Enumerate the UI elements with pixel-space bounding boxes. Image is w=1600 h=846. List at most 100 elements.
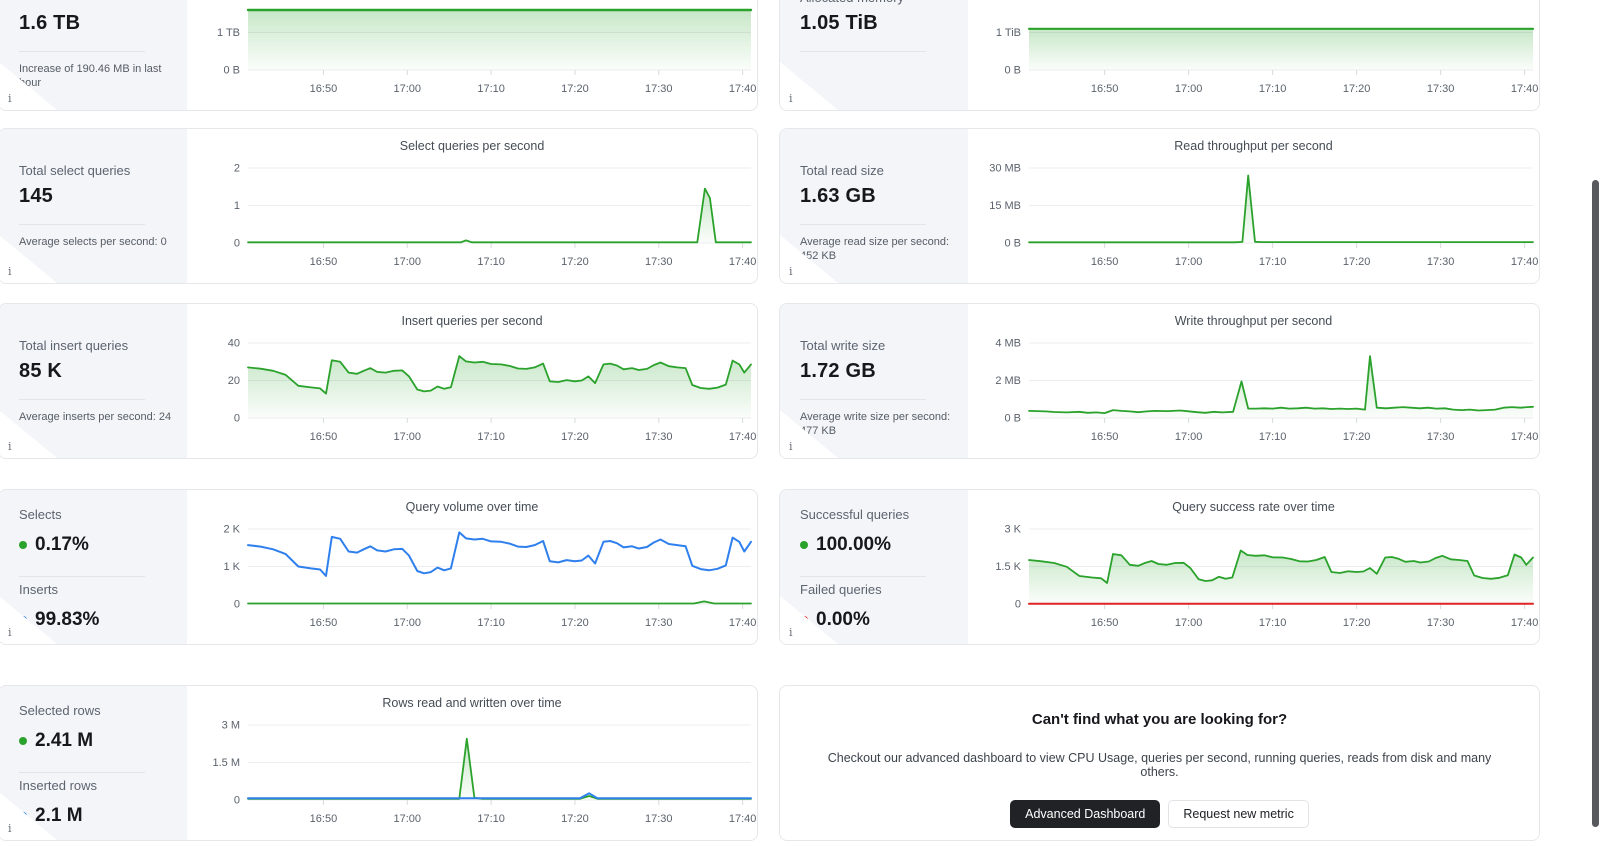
svg-text:17:40: 17:40 (729, 256, 757, 268)
svg-text:30 MB: 30 MB (989, 163, 1021, 175)
svg-text:2: 2 (234, 163, 240, 175)
card-query-success-rate: Successful queries 100.00% Failed querie… (779, 489, 1540, 645)
chart-area: Query success rate over time 0 1.5 K 3 K 16… (968, 490, 1539, 644)
svg-text:0: 0 (234, 795, 240, 807)
svg-text:17:20: 17:20 (561, 431, 589, 443)
series-dot-green (19, 541, 27, 549)
divider (800, 399, 926, 400)
svg-text:17:10: 17:10 (477, 256, 505, 268)
series-dot-green (19, 737, 27, 745)
svg-text:1.5 K: 1.5 K (995, 561, 1021, 573)
stat-label: Successful queries (800, 507, 910, 522)
chart-title: Query volume over time (405, 500, 539, 514)
stat-panel: Total select queries 145 Average selects… (0, 129, 187, 283)
svg-text:40: 40 (228, 338, 240, 350)
svg-text:17:10: 17:10 (1259, 431, 1287, 443)
svg-text:17:40: 17:40 (1511, 617, 1539, 629)
info-icon[interactable]: i (789, 440, 793, 453)
stat-panel: Total write size 1.72 GB Average write s… (780, 304, 968, 458)
svg-text:2 MB: 2 MB (995, 375, 1021, 387)
corner-wedge (780, 410, 838, 458)
svg-text:17:10: 17:10 (1259, 83, 1287, 95)
stat-value: 145 (19, 185, 53, 207)
request-new-metric-button[interactable]: Request new metric (1168, 800, 1309, 828)
svg-text:17:30: 17:30 (1427, 83, 1455, 95)
svg-text:17:00: 17:00 (394, 431, 422, 443)
line-chart-allocated-memory: 0 B 1 TiB 16:50 17:00 17:10 17:20 17:30 17:40 (968, 0, 1539, 110)
chart-area: Select queries per second 0 1 2 16:50 17:00 1… (187, 129, 757, 283)
svg-text:17:30: 17:30 (1427, 617, 1455, 629)
svg-text:20: 20 (228, 375, 240, 387)
scrollbar-thumb[interactable] (1592, 180, 1599, 827)
info-icon[interactable]: i (8, 626, 12, 639)
stat-value: 85 K (19, 360, 63, 382)
card-total-select-queries: Total select queries 145 Average selects… (0, 128, 758, 284)
svg-text:17:00: 17:00 (394, 617, 422, 629)
svg-text:17:00: 17:00 (394, 813, 422, 825)
divider (800, 224, 926, 225)
stat-panel: Total insert queries 85 K Average insert… (0, 304, 187, 458)
info-icon[interactable]: i (8, 440, 12, 453)
stat-value: 1.6 TB (19, 12, 81, 34)
svg-text:16:50: 16:50 (310, 813, 338, 825)
corner-wedge (780, 62, 838, 110)
svg-text:17:30: 17:30 (645, 617, 673, 629)
stat-value: 1.63 GB (800, 185, 876, 207)
svg-text:17:20: 17:20 (1343, 83, 1371, 95)
corner-wedge (780, 596, 838, 644)
svg-text:0 B: 0 B (223, 65, 240, 77)
series-dot-green (800, 541, 808, 549)
svg-text:1 K: 1 K (223, 561, 240, 573)
chart-title: Rows read and written over time (382, 696, 562, 710)
stat-subtext: Average inserts per second: 24 (19, 411, 172, 423)
cta-buttons: Advanced Dashboard Request new metric (780, 800, 1539, 828)
svg-text:0 B: 0 B (1004, 413, 1021, 425)
chart-title: Insert queries per second (401, 314, 543, 328)
stat-label: Total select queries (19, 163, 131, 178)
stat-label: Inserts (19, 582, 59, 597)
divider (19, 224, 145, 225)
info-icon[interactable]: i (789, 92, 793, 105)
info-icon[interactable]: i (8, 92, 12, 105)
info-icon[interactable]: i (8, 265, 12, 278)
line-chart-rows-read-written: 0 1.5 M 3 M 16:50 17:00 17:10 17:20 17:30 17:40 (187, 686, 757, 840)
cta-body: Checkout our advanced dashboard to view … (827, 751, 1492, 779)
svg-text:17:00: 17:00 (1175, 256, 1203, 268)
stat-panel: Successful queries 100.00% Failed querie… (780, 490, 968, 644)
stat-label: Total write size (800, 338, 886, 353)
stat-panel: 1.6 TB Increase of 190.46 MB in last hou… (0, 0, 187, 110)
svg-text:17:00: 17:00 (394, 83, 422, 95)
svg-text:16:50: 16:50 (1091, 83, 1119, 95)
stat-label: Allocated memory (800, 0, 960, 5)
card-total-read-size: Total read size 1.63 GB Average read siz… (779, 128, 1540, 284)
stat-panel: Total read size 1.63 GB Average read siz… (780, 129, 968, 283)
corner-wedge (0, 62, 57, 110)
stat-panel: Selected rows 2.41 M Inserted rows 2.1 M… (0, 686, 187, 840)
info-icon[interactable]: i (789, 265, 793, 278)
svg-text:17:30: 17:30 (1427, 256, 1455, 268)
svg-text:16:50: 16:50 (310, 431, 338, 443)
info-icon[interactable]: i (789, 626, 793, 639)
svg-text:1.5 M: 1.5 M (212, 757, 240, 769)
advanced-dashboard-button[interactable]: Advanced Dashboard (1010, 800, 1161, 828)
corner-wedge (0, 596, 57, 644)
svg-text:17:20: 17:20 (1343, 256, 1371, 268)
divider (19, 576, 145, 577)
svg-text:17:10: 17:10 (477, 83, 505, 95)
stat-panel: Selects 0.17% Inserts 99.83% i (0, 490, 187, 644)
svg-text:17:20: 17:20 (561, 617, 589, 629)
svg-text:17:30: 17:30 (1427, 431, 1455, 443)
svg-text:17:10: 17:10 (1259, 617, 1287, 629)
svg-text:16:50: 16:50 (1091, 431, 1119, 443)
svg-text:17:30: 17:30 (645, 83, 673, 95)
chart-area: Write throughput per second 0 B 2 MB 4 MB 1… (968, 304, 1539, 458)
svg-text:17:10: 17:10 (477, 813, 505, 825)
svg-text:17:40: 17:40 (729, 617, 757, 629)
corner-wedge (0, 410, 57, 458)
svg-text:17:20: 17:20 (561, 83, 589, 95)
svg-text:15 MB: 15 MB (989, 200, 1021, 212)
divider (19, 51, 145, 52)
info-icon[interactable]: i (8, 822, 12, 835)
stat-value: 1.72 GB (800, 360, 876, 382)
stat-label: Total read size (800, 163, 884, 178)
